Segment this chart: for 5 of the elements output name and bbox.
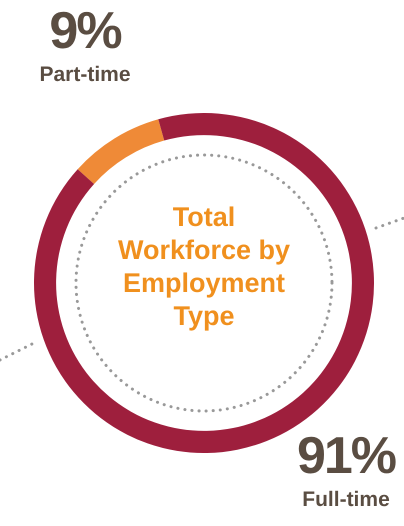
data-label: 9% xyxy=(48,1,122,62)
slice-label: Full-time xyxy=(301,487,391,513)
text: Total Workforce by Employment Type xyxy=(116,201,292,333)
data-label: 91% xyxy=(296,426,397,487)
slice-label: Part-time xyxy=(38,62,132,88)
